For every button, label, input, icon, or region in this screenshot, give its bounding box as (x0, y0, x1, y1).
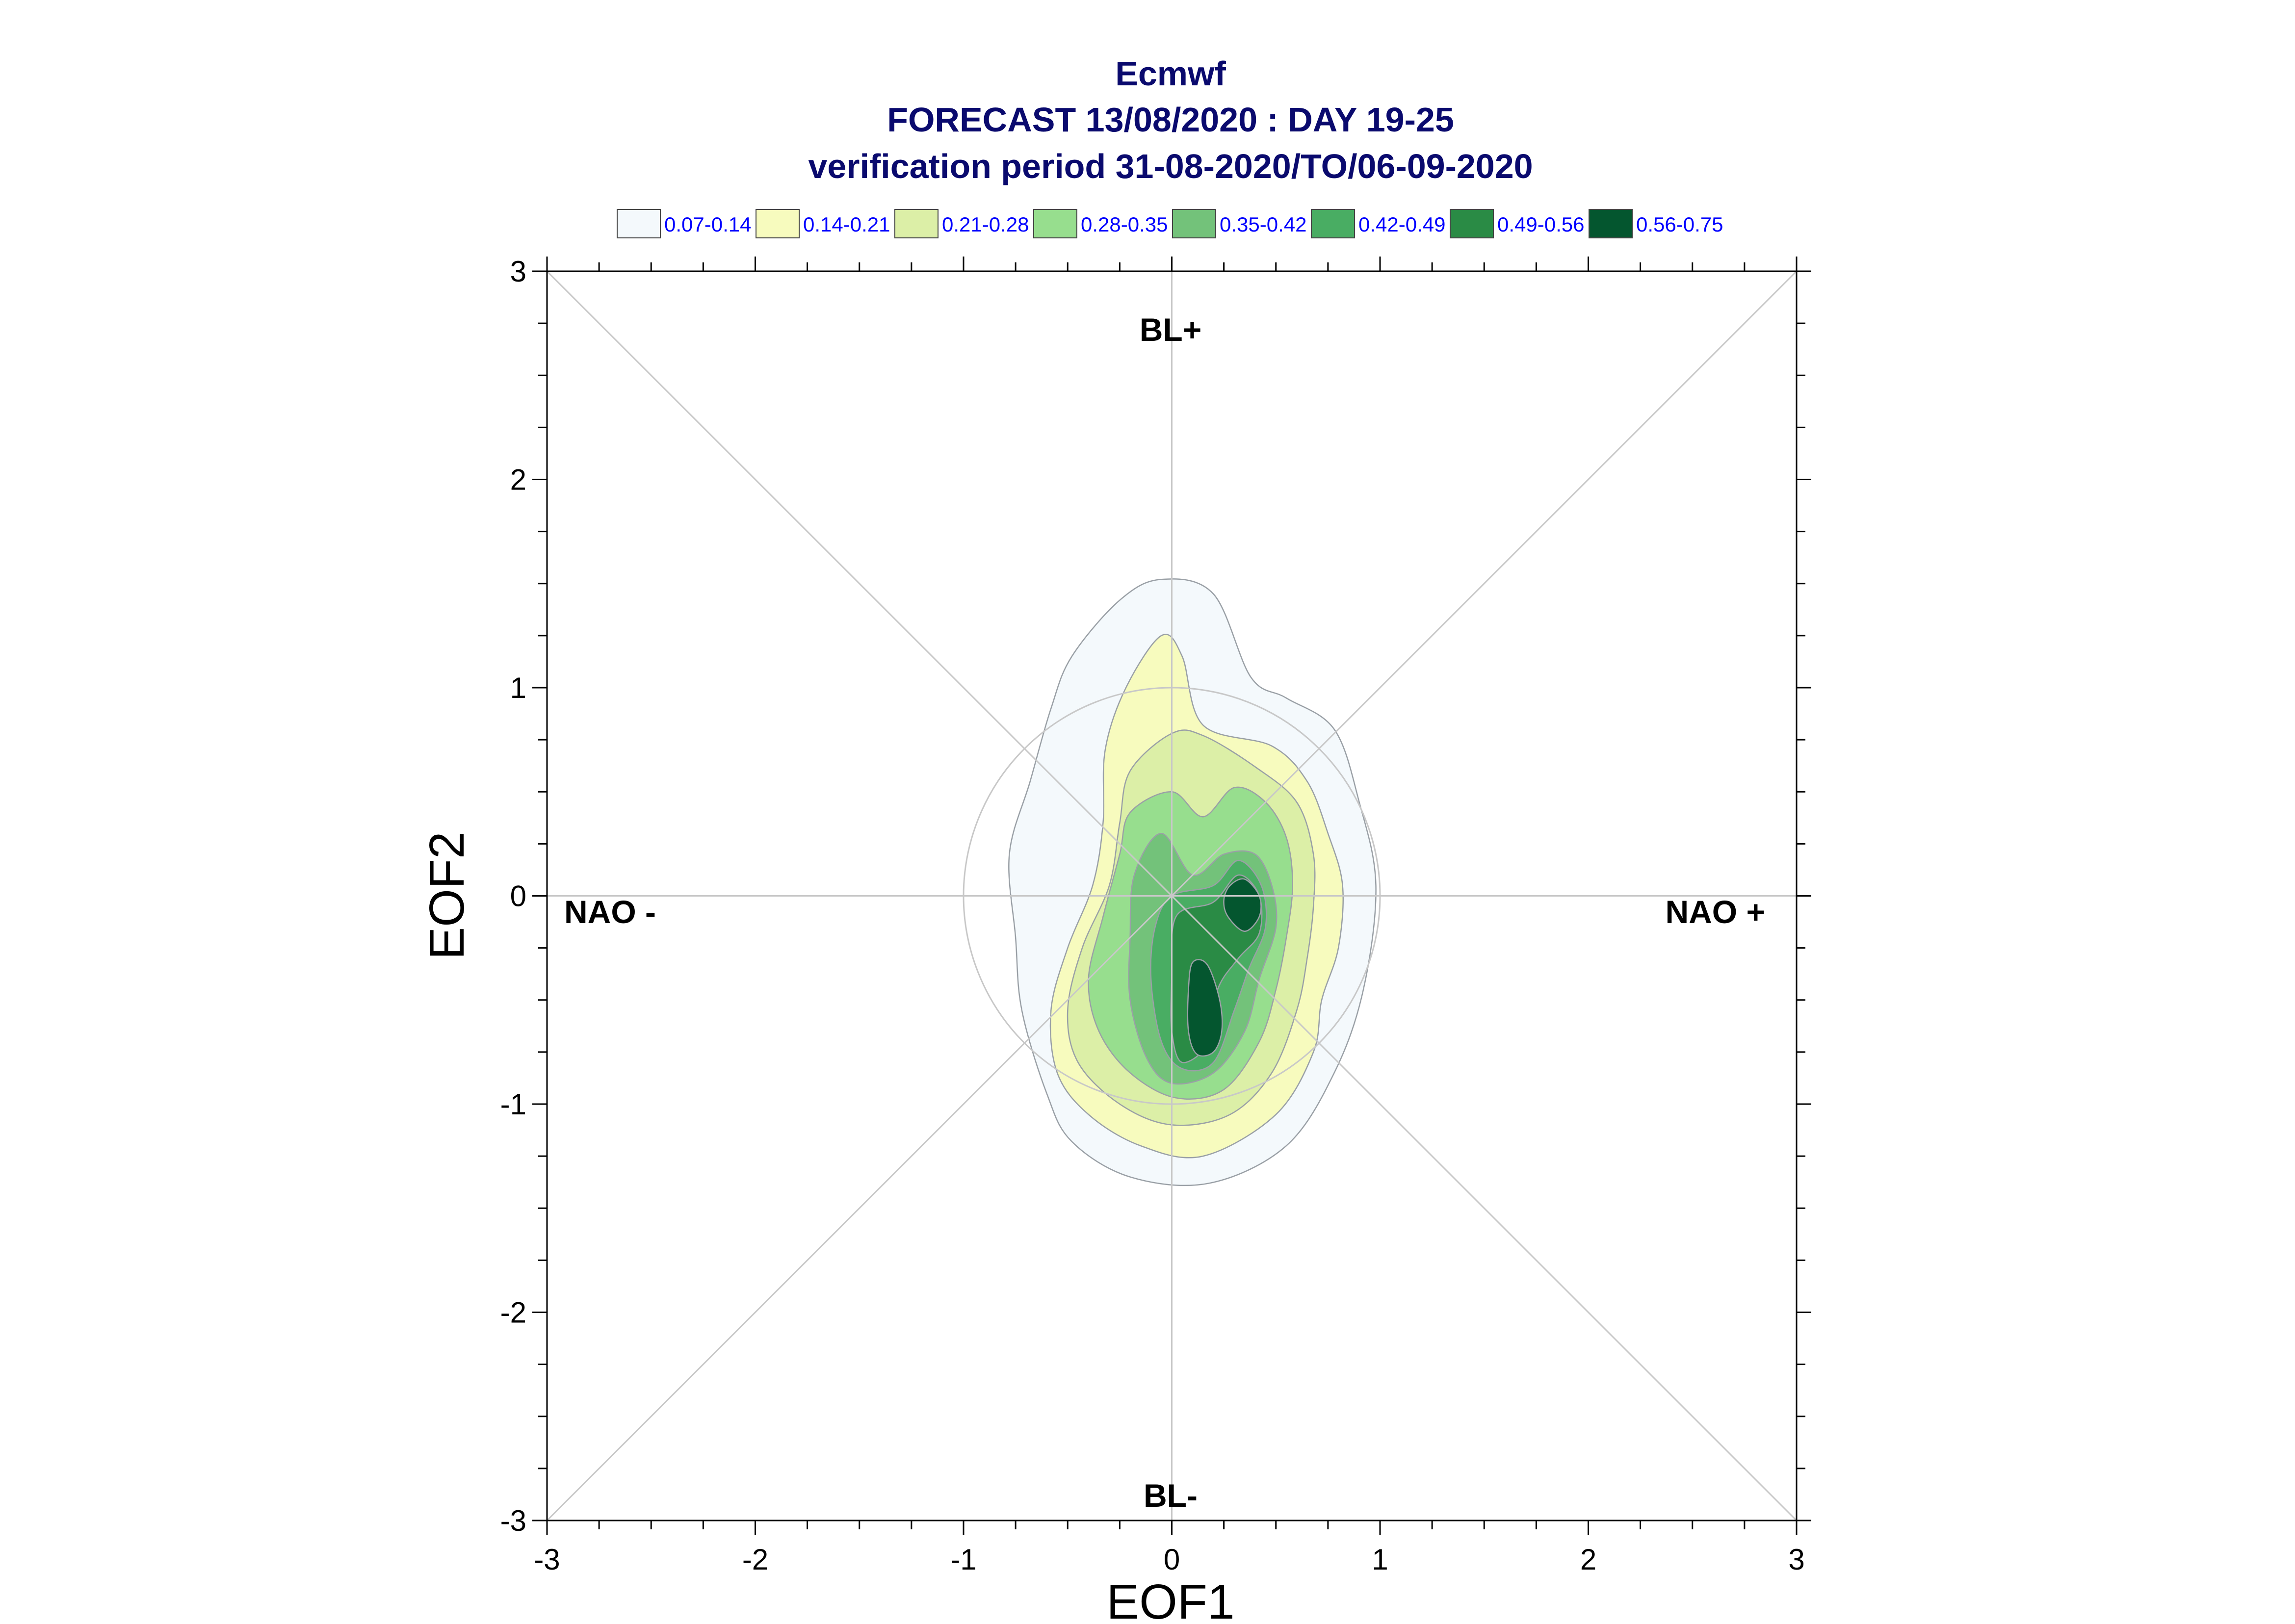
x-tick-label: 2 (1580, 1543, 1596, 1576)
tick-labels: -3 -2 -1 0 1 2 3 -3 -2 -1 0 1 2 3 (500, 255, 1805, 1576)
x-tick-label: -2 (742, 1543, 768, 1576)
legend-swatch (1589, 209, 1633, 238)
legend-label: 0.28-0.35 (1081, 213, 1168, 236)
legend-item: 0.42-0.49 (1311, 209, 1445, 238)
legend-label: 0.35-0.42 (1220, 213, 1306, 236)
x-tick-label: 3 (1788, 1543, 1804, 1576)
axis-ticks (532, 257, 1811, 1535)
reference-circle (963, 687, 1381, 1105)
y-tick-label: 3 (510, 255, 526, 288)
legend-swatch (756, 209, 800, 238)
x-tick-label: 0 (1164, 1543, 1180, 1576)
y-tick-label: 2 (510, 464, 526, 496)
y-tick-label: -1 (500, 1088, 526, 1121)
legend-item: 0.56-0.75 (1589, 209, 1723, 238)
y-tick-label: -3 (500, 1504, 526, 1537)
chart-subtitle: FORECAST 13/08/2020 : DAY 19-25 (887, 101, 1454, 139)
regime-label-bl-plus: BL+ (1140, 311, 1202, 348)
legend-item: 0.49-0.56 (1450, 209, 1584, 238)
legend-swatch (894, 209, 939, 238)
contour-0.56-0.75 (1223, 878, 1262, 932)
legend-label: 0.07-0.14 (664, 213, 751, 236)
legend-swatch (1033, 209, 1077, 238)
x-tick-label: -3 (534, 1543, 560, 1576)
chart-period: verification period 31-08-2020/TO/06-09-… (808, 147, 1533, 185)
y-tick-label: -2 (500, 1296, 526, 1329)
legend: 0.07-0.14 0.14-0.21 0.21-0.28 0.28-0.35 0.35… (617, 209, 1723, 238)
density-contours (1008, 578, 1377, 1186)
legend-item: 0.21-0.28 (894, 209, 1029, 238)
legend-label: 0.42-0.49 (1358, 213, 1445, 236)
legend-label: 0.14-0.21 (803, 213, 890, 236)
regime-label-nao-minus: NAO - (564, 894, 656, 930)
legend-swatch (1311, 209, 1355, 238)
plot-area (532, 257, 1811, 1535)
regime-label-nao-plus: NAO + (1665, 894, 1765, 930)
legend-label: 0.56-0.75 (1636, 213, 1723, 236)
x-tick-label: -1 (950, 1543, 976, 1576)
y-tick-label: 1 (510, 671, 526, 704)
legend-swatch (1450, 209, 1494, 238)
legend-label: 0.21-0.28 (942, 213, 1029, 236)
regime-label-bl-minus: BL- (1144, 1477, 1198, 1514)
y-tick-label: 0 (510, 880, 526, 913)
contour-0.56-0.75 (1187, 959, 1223, 1057)
legend-label: 0.49-0.56 (1497, 213, 1584, 236)
x-axis-title: EOF1 (1106, 1574, 1234, 1624)
x-tick-label: 1 (1372, 1543, 1388, 1576)
legend-item: 0.28-0.35 (1033, 209, 1168, 238)
chart-title: Ecmwf (1115, 54, 1226, 93)
legend-item: 0.07-0.14 (617, 209, 751, 238)
legend-swatch (617, 209, 661, 238)
legend-item: 0.35-0.42 (1172, 209, 1306, 238)
y-axis-title: EOF2 (419, 831, 474, 959)
guide-lines (546, 270, 1798, 1521)
legend-swatch (1172, 209, 1216, 238)
legend-item: 0.14-0.21 (756, 209, 890, 238)
